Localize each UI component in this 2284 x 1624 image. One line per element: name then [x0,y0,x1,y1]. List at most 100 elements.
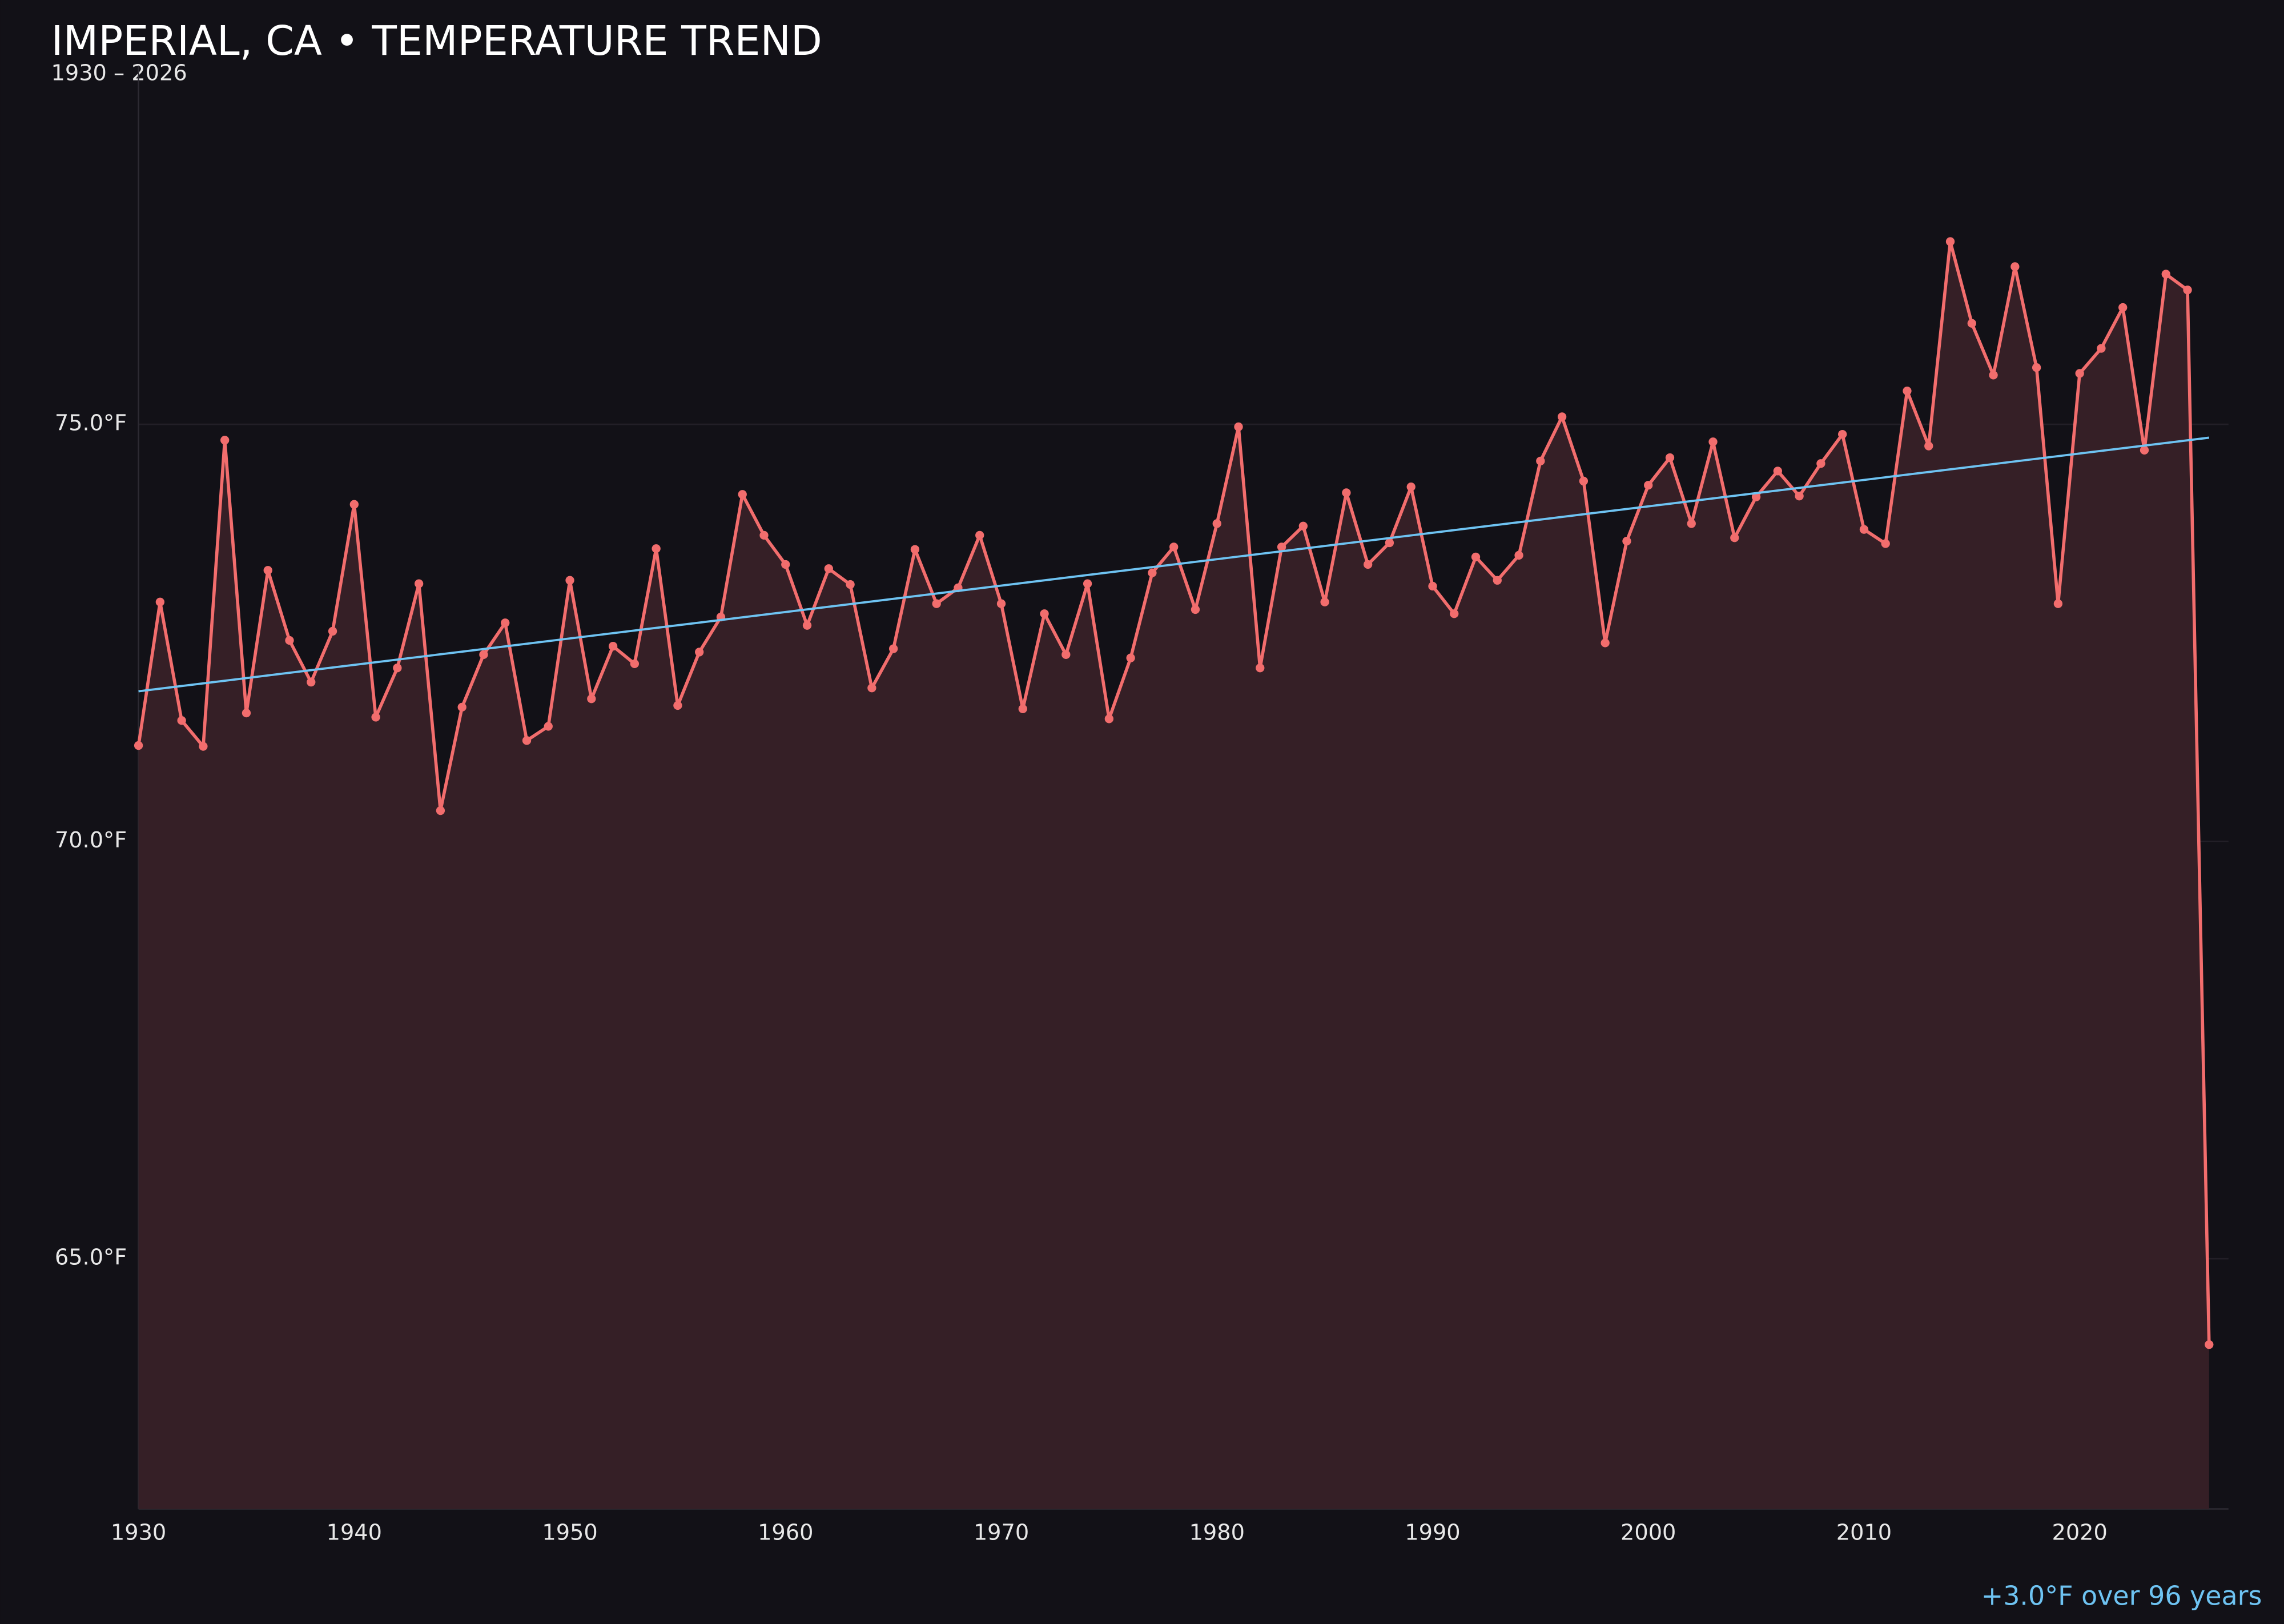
point [349,500,359,509]
x-tick-label: 1950 [542,1520,597,1545]
point [1428,581,1437,591]
point [1104,714,1114,723]
point [522,736,532,745]
point [199,742,208,751]
point [1385,538,1394,548]
point [932,599,941,608]
point [307,677,316,687]
point [544,722,553,731]
point [1859,525,1869,534]
point [155,597,165,606]
point [2097,344,2106,353]
x-tick-label: 1980 [1189,1520,1245,1545]
point [673,701,682,710]
point [1536,456,1545,465]
point [1945,237,1955,246]
point [1277,542,1286,552]
point [652,544,661,553]
point [2075,369,2084,378]
point [1320,597,1329,606]
chart-title: IMPERIAL, CA • TEMPERATURE TREND [51,17,822,65]
point [1579,476,1589,486]
point [759,530,769,540]
point [695,648,704,657]
point [1061,650,1071,659]
x-tick-label: 2020 [2052,1520,2107,1545]
point [1450,609,1459,618]
point [414,579,424,588]
point [479,650,488,659]
point [1644,481,1653,490]
point [457,702,467,712]
x-tick-label: 1970 [974,1520,1029,1545]
point [996,599,1006,608]
y-tick-label: 65.0°F [55,1245,127,1271]
point [824,564,833,573]
point [328,626,337,636]
point [134,741,143,750]
point [242,708,251,718]
point [177,716,186,725]
point [1126,653,1135,662]
point [1795,492,1804,501]
point [501,618,510,628]
point [1212,519,1221,528]
point [910,545,920,554]
point [888,644,898,653]
point [1816,459,1825,468]
point [371,713,380,722]
point [1903,386,1912,396]
point [1018,704,1027,713]
point [1191,605,1200,614]
point [1342,488,1351,497]
point [1751,492,1761,501]
point [867,684,876,693]
point [1514,550,1523,560]
x-tick-label: 1940 [327,1520,382,1545]
point [1471,552,1481,562]
point [2140,445,2149,455]
point [1622,536,1631,546]
point [802,621,812,630]
point [1364,560,1373,569]
point [1601,638,1610,648]
x-tick-label: 1990 [1405,1520,1460,1545]
point [1234,422,1243,432]
point [1298,521,1308,530]
point [2161,270,2170,279]
point [1040,609,1049,618]
point [2118,303,2128,312]
point [781,560,790,569]
point [565,576,574,585]
point [1989,371,1998,380]
point [608,642,618,651]
point [1708,437,1718,447]
point [1687,519,1696,528]
point [393,664,402,673]
annotation: +3.0°F over 96 years [1981,1581,2262,1611]
point [2053,599,2063,608]
point [2010,262,2020,271]
point [1083,579,1092,588]
point [2183,286,2192,295]
point [630,659,640,669]
point [587,694,596,704]
point [1493,576,1502,585]
point [1730,533,1739,542]
point [1256,664,1265,673]
point [975,530,984,540]
point [1557,412,1567,421]
point [1881,539,1890,548]
point [220,436,230,445]
point [1169,542,1179,552]
x-tick-label: 1930 [111,1520,166,1545]
point [1924,441,1933,451]
trend-line [138,436,2210,693]
x-tick-label: 2010 [1836,1520,1892,1545]
point [1148,568,1157,577]
point [1967,319,1976,328]
y-tick-label: 70.0°F [55,827,127,853]
point [436,806,445,815]
